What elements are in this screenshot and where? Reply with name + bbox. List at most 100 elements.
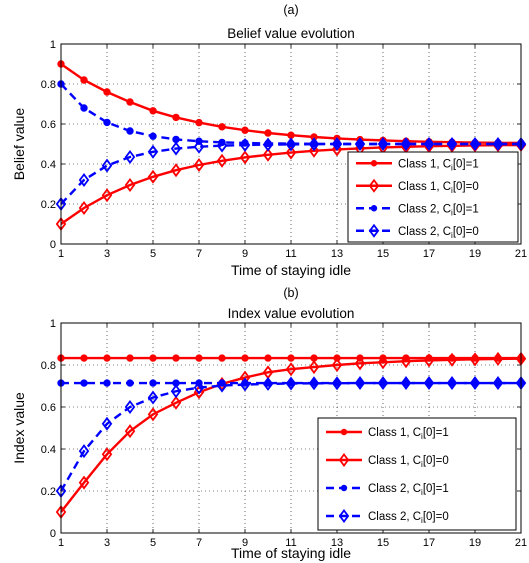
data-point: [172, 113, 180, 122]
x-tick-label: 5: [150, 248, 156, 260]
x-tick-label: 3: [104, 537, 110, 549]
data-point: [193, 158, 205, 172]
legend-marker: [370, 160, 378, 167]
data-point: [147, 169, 159, 184]
legend-label-subscript: i: [421, 516, 423, 525]
x-tick-label: 9: [242, 248, 248, 260]
x-tick-label: 11: [285, 537, 296, 549]
data-point: [124, 424, 136, 439]
series-line: [60, 143, 522, 225]
series-line: [60, 83, 521, 146]
data-point: [308, 376, 320, 391]
legend-label: Class 1, Ci[0]=0: [398, 181, 479, 195]
data-point: [354, 137, 366, 151]
data-point: [149, 107, 157, 115]
axes-box: [60, 43, 522, 245]
series-line: [60, 142, 521, 205]
data-point: [492, 137, 504, 151]
x-tick-label: 13: [331, 248, 343, 260]
data-point: [469, 137, 481, 151]
x-tick-label: 1: [58, 537, 64, 549]
data-point: [195, 354, 203, 362]
data-point: [103, 354, 111, 362]
legend-label: Class 2, Ci[0]=0: [398, 226, 479, 240]
series-line: [59, 381, 521, 492]
data-point: [308, 360, 320, 375]
legend-label-main: Class 2, C: [398, 226, 451, 238]
legend-label-main: Class 1, C: [398, 158, 451, 170]
y-tick-label: 1: [50, 39, 56, 51]
data-point: [377, 355, 389, 370]
y-tick-label: 0.2: [41, 486, 56, 498]
legend-marker: [368, 178, 380, 193]
legend-label-main: Class 1, C: [368, 427, 421, 439]
series-4: [55, 137, 527, 211]
data-point: [308, 137, 320, 152]
y-tick-label: 0: [50, 528, 56, 540]
data-point: [469, 376, 481, 391]
data-point: [101, 188, 113, 203]
data-point: [331, 137, 343, 151]
legend-box: [317, 417, 517, 531]
data-point: [239, 138, 251, 152]
x-axis-label: Time of staying idle: [231, 545, 351, 561]
legend-label-main: Class 2, C: [368, 511, 421, 523]
chart-title: Index value evolution: [228, 306, 355, 321]
data-point: [170, 384, 182, 399]
legend-label-main: Class 1, C: [368, 455, 421, 467]
legend-marker: [338, 509, 350, 523]
x-tick-label: 13: [331, 537, 343, 549]
data-point: [285, 362, 297, 377]
data-point: [423, 376, 435, 391]
legend-label-tail: [0]=1: [453, 203, 479, 215]
data-point: [193, 380, 205, 395]
legend-label: Class 1, Ci[0]=1: [398, 158, 479, 172]
data-point: [400, 137, 412, 151]
legend-label-tail: [0]=1: [453, 158, 479, 170]
x-tick-label: 5: [150, 537, 156, 549]
legend-marker: [340, 428, 348, 436]
data-point: [216, 153, 228, 168]
x-tick-label: 21: [515, 537, 527, 549]
legend-label-tail: [0]=1: [423, 427, 449, 439]
data-point: [147, 407, 159, 422]
legend-label-main: Class 2, C: [368, 483, 421, 495]
data-point: [193, 139, 205, 154]
y-tick-label: 0.4: [41, 159, 56, 171]
y-tick-label: 0.2: [41, 199, 56, 211]
data-point: [80, 379, 88, 387]
data-point: [264, 129, 272, 137]
legend: Class 1, Ci[0]=1 Class 1, Ci[0]=0 Class 2,…: [347, 151, 519, 243]
legend-label: Class 2, Ci[0]=0: [368, 511, 449, 525]
x-tick-label: 7: [196, 248, 202, 260]
x-tick-label: 7: [196, 537, 202, 549]
data-point: [446, 376, 458, 391]
data-point: [126, 98, 134, 106]
legend-marker: [338, 453, 350, 467]
data-point: [423, 353, 435, 368]
data-point: [124, 178, 136, 192]
data-point: [239, 377, 251, 392]
data-point: [400, 354, 412, 369]
data-point: [446, 137, 458, 151]
x-tick-label: 19: [469, 537, 481, 549]
series-4: [55, 376, 527, 498]
data-point: [126, 379, 134, 387]
legend-label-main: Class 2, C: [398, 203, 451, 215]
panel-label: (a): [283, 3, 298, 17]
data-point: [101, 447, 113, 462]
data-point: [285, 137, 297, 152]
y-axis-label: Index value: [11, 392, 27, 464]
data-point: [78, 475, 90, 490]
data-point: [331, 142, 343, 157]
y-tick-label: 0.4: [41, 444, 56, 456]
data-point: [103, 379, 111, 387]
data-point: [241, 354, 249, 362]
legend-label: Class 2, Ci[0]=1: [398, 203, 479, 217]
data-point: [239, 150, 251, 165]
data-point: [262, 147, 274, 162]
x-tick-label: 21: [515, 248, 527, 260]
